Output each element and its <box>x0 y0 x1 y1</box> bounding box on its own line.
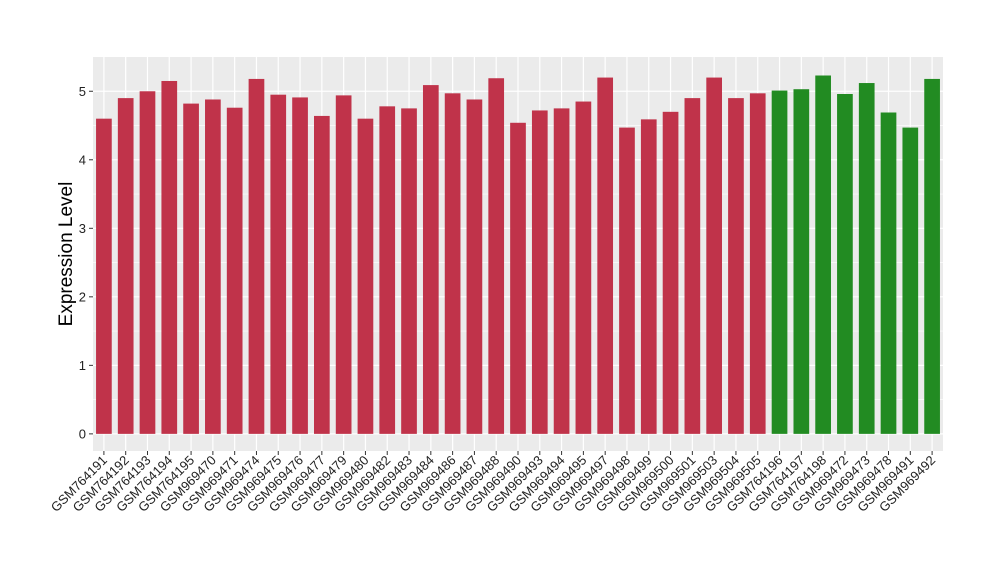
bar-GSM969501 <box>684 98 701 434</box>
y-tick-label: 1 <box>79 358 86 373</box>
bar-GSM764195 <box>183 103 199 434</box>
y-tick-label: 3 <box>79 221 86 236</box>
bar-GSM764198 <box>815 75 831 434</box>
bar-GSM764192 <box>117 98 134 434</box>
bar-GSM764194 <box>161 80 178 434</box>
bar-GSM764193 <box>139 91 156 434</box>
bar-GSM969474 <box>248 78 265 434</box>
bar-GSM969504 <box>728 98 744 434</box>
bar-GSM969487 <box>466 99 483 434</box>
bar-GSM969482 <box>379 106 396 434</box>
bar-GSM969491 <box>902 127 919 434</box>
bar-GSM969484 <box>422 85 439 434</box>
x-axis: GSM764191GSM764192GSM764193GSM764194GSM7… <box>48 451 938 515</box>
bars <box>96 75 940 434</box>
y-tick-label: 5 <box>79 84 86 99</box>
bar-GSM969470 <box>205 99 221 434</box>
y-tick-label: 2 <box>79 289 86 304</box>
bar-GSM969492 <box>924 78 940 434</box>
bar-GSM969493 <box>531 110 548 434</box>
bar-GSM969476 <box>292 97 308 434</box>
bar-GSM969479 <box>335 95 352 434</box>
bar-GSM969472 <box>837 94 853 434</box>
bar-GSM969490 <box>510 122 526 434</box>
y-axis: 0 1 2 3 4 5 <box>79 84 93 441</box>
bar-GSM969475 <box>270 94 287 434</box>
bar-GSM969497 <box>597 77 614 434</box>
bar-GSM764196 <box>771 90 788 434</box>
bar-GSM969505 <box>749 93 766 434</box>
bar-GSM969473 <box>858 83 875 434</box>
bar-GSM969495 <box>575 101 592 434</box>
bar-GSM969478 <box>880 112 897 434</box>
bar-GSM969499 <box>640 119 657 434</box>
bar-GSM969477 <box>314 115 330 434</box>
bar-GSM969500 <box>662 111 679 434</box>
bar-GSM969498 <box>619 127 635 434</box>
bar-GSM969488 <box>488 78 505 434</box>
y-tick-label: 0 <box>79 426 86 441</box>
bar-GSM969486 <box>444 93 461 434</box>
bar-GSM969480 <box>357 118 374 434</box>
bar-GSM969483 <box>401 108 417 434</box>
bar-GSM969471 <box>226 107 243 434</box>
y-axis-title: Expression Level <box>56 182 77 327</box>
y-tick-label: 4 <box>79 152 86 167</box>
bar-GSM969503 <box>706 77 722 434</box>
bar-GSM764191 <box>96 118 112 434</box>
bar-GSM764197 <box>793 89 810 434</box>
bar-GSM969494 <box>553 108 570 434</box>
